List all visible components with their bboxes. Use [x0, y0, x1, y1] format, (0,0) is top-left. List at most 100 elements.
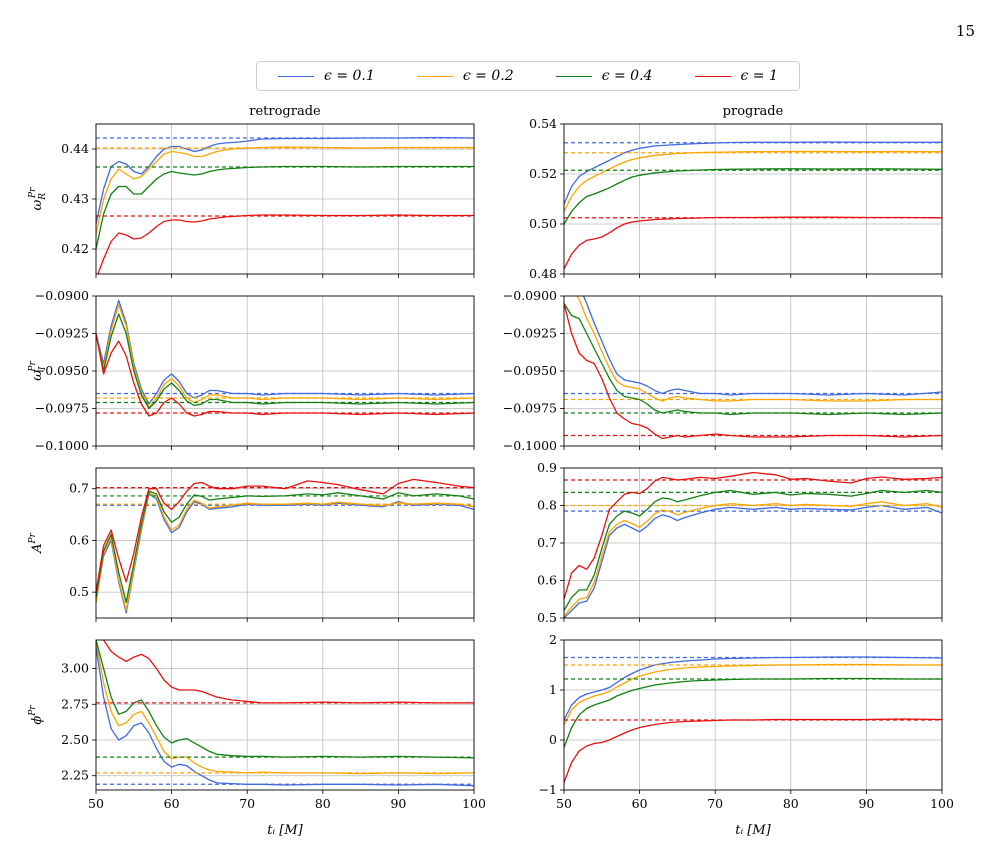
series-line [96, 136, 474, 225]
series-line [564, 471, 942, 600]
legend-item: ϵ = 1 [694, 68, 778, 84]
y-tick-label: 0.42 [61, 241, 89, 256]
y-tick-label: 2.50 [61, 732, 89, 747]
y-tick-label: −0.0925 [503, 326, 557, 341]
series-line [96, 333, 474, 417]
series-line [564, 677, 942, 748]
y-tick-label: 2.25 [61, 768, 89, 783]
y-tick-label: −0.0900 [35, 288, 89, 303]
legend-item: ϵ = 0.1 [278, 68, 375, 84]
axes-frame [563, 639, 943, 791]
y-tick-label: 0.8 [537, 498, 557, 513]
series-line [564, 489, 942, 611]
y-tick-label: 0.7 [69, 481, 89, 496]
y-axis-label: ωIPr [28, 361, 48, 381]
column-title-prograde: prograde [723, 104, 784, 119]
axes-frame [95, 639, 475, 791]
y-tick-label: 0.50 [529, 216, 557, 231]
legend-label: ϵ = 0.1 [324, 68, 375, 84]
legend-label: ϵ = 0.2 [462, 68, 514, 84]
column-title-retrograde: retrograde [249, 104, 321, 119]
series-line [564, 663, 942, 726]
series-line [564, 501, 942, 617]
series-line [564, 718, 942, 783]
y-axis-label: APr [28, 532, 45, 553]
y-tick-label: 0.7 [537, 535, 557, 550]
x-tick-label: 50 [556, 796, 572, 811]
series-line [96, 299, 474, 405]
legend-swatch [416, 75, 453, 77]
series-line [564, 216, 942, 270]
legend-label: ϵ = 1 [740, 68, 778, 84]
y-tick-label: 0.9 [537, 460, 557, 475]
x-tick-label: 90 [390, 796, 406, 811]
y-tick-label: 2.75 [61, 696, 89, 711]
series-line [96, 146, 474, 235]
axes-frame [95, 467, 475, 619]
y-tick-label: 2 [549, 632, 557, 647]
x-tick-label: 60 [164, 796, 180, 811]
y-tick-label: 0.5 [537, 610, 557, 625]
series-line [96, 165, 474, 250]
series-line [96, 647, 474, 787]
y-tick-label: −0.1000 [503, 438, 557, 453]
series-line [96, 492, 474, 611]
y-tick-label: 3.00 [61, 661, 89, 676]
series-line [582, 296, 942, 396]
series-line [96, 640, 474, 759]
y-tick-label: −0.0950 [35, 363, 89, 378]
series-line [102, 640, 474, 704]
legend-item: ϵ = 0.4 [555, 68, 653, 84]
series-line [576, 296, 942, 402]
y-tick-label: 0.6 [69, 532, 89, 547]
series-line [564, 168, 942, 225]
x-tick-label: 70 [239, 796, 255, 811]
y-tick-label: −0.0950 [503, 363, 557, 378]
series-line [96, 304, 474, 408]
series-line [96, 493, 474, 614]
x-tick-label: 60 [632, 796, 648, 811]
y-axis-label: ϕPr [28, 705, 45, 725]
y-tick-label: 0.43 [61, 191, 89, 206]
y-tick-label: 1 [549, 682, 557, 697]
legend-item: ϵ = 0.2 [416, 68, 514, 84]
y-tick-label: −0.0900 [503, 288, 557, 303]
series-line [96, 313, 474, 410]
legend: ϵ = 0.1 ϵ = 0.2 ϵ = 0.4 ϵ = 1 [256, 61, 800, 91]
y-tick-label: 0.44 [61, 141, 89, 156]
y-tick-label: −0.1000 [35, 438, 89, 453]
y-tick-label: 0 [549, 732, 557, 747]
legend-swatch [555, 75, 592, 77]
series-line [96, 490, 474, 604]
y-axis-label: ωRPr [28, 187, 48, 210]
series-line [96, 478, 474, 593]
y-tick-label: 0.48 [529, 266, 557, 281]
x-tick-label: 80 [315, 796, 331, 811]
axes-frame [563, 123, 943, 275]
x-tick-label: 100 [462, 796, 486, 811]
x-tick-label: 70 [707, 796, 723, 811]
series-line [564, 303, 942, 416]
y-tick-label: −0.0975 [503, 401, 557, 416]
series-line [97, 214, 474, 274]
x-axis-label-left: tᵢ [M] [267, 823, 303, 838]
series-line [96, 640, 474, 775]
series-line [564, 141, 942, 205]
x-tick-label: 80 [783, 796, 799, 811]
series-line [564, 504, 942, 618]
legend-swatch [694, 75, 731, 77]
x-tick-label: 50 [88, 796, 104, 811]
page-number: 15 [955, 22, 975, 40]
y-tick-label: 0.6 [537, 573, 557, 588]
x-tick-label: 90 [858, 796, 874, 811]
y-tick-label: 0.54 [529, 116, 557, 131]
x-axis-label-right: tᵢ [M] [735, 823, 771, 838]
y-tick-label: 0.52 [529, 166, 557, 181]
y-tick-label: −0.0925 [35, 326, 89, 341]
legend-label: ϵ = 0.4 [601, 68, 653, 84]
series-line [564, 150, 942, 212]
y-tick-label: 0.5 [69, 584, 89, 599]
series-line [564, 656, 942, 721]
y-tick-label: −0.0975 [35, 401, 89, 416]
